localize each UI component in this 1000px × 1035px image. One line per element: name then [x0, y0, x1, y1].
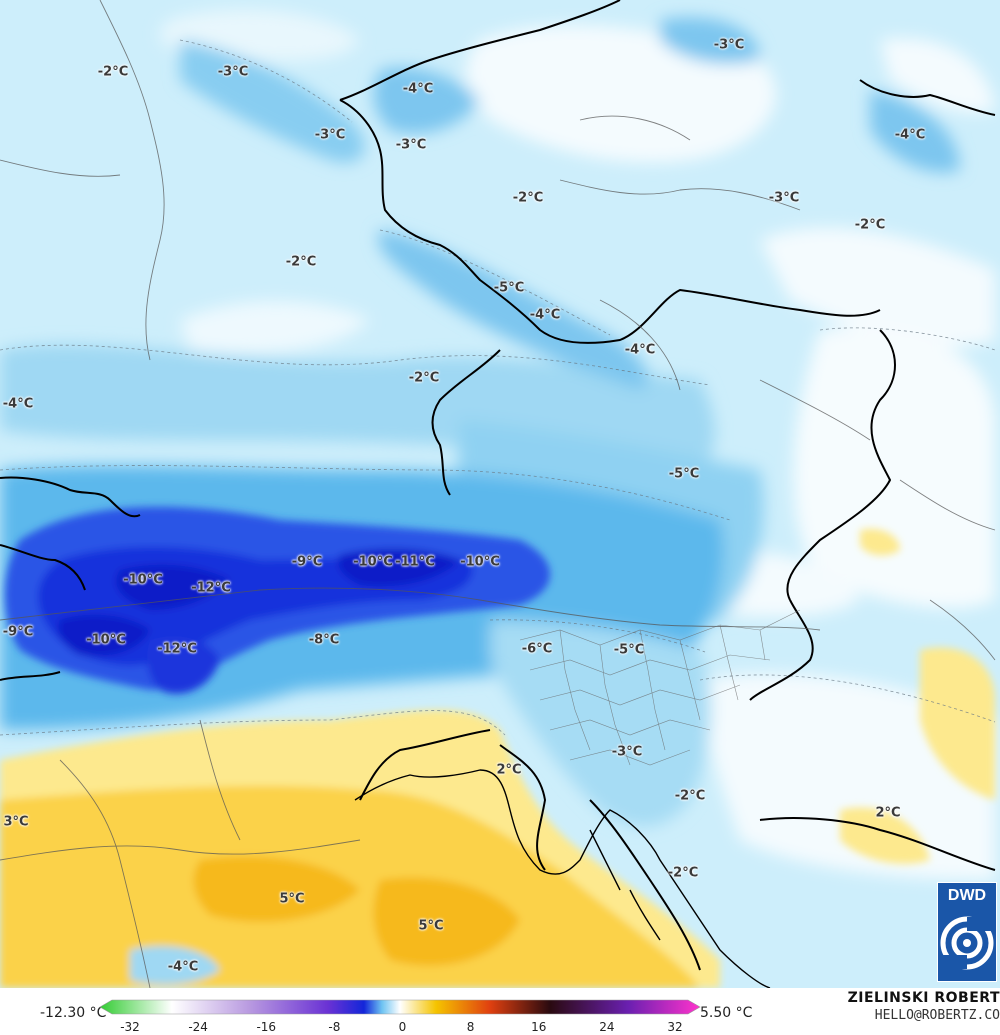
temperature-label: -4°C [402, 81, 434, 97]
colorbar-tick-label: -24 [188, 1020, 208, 1034]
temperature-label: -5°C [493, 280, 525, 296]
temperature-label: -12°C [191, 580, 231, 596]
author-name: ZIELINSKI ROBERT [847, 990, 1000, 1006]
temperature-label: -3°C [768, 190, 800, 206]
temperature-label: 2°C [496, 762, 522, 778]
temperature-label: -3°C [217, 64, 249, 80]
temperature-label: -4°C [2, 396, 34, 412]
temperature-label: -2°C [285, 254, 317, 270]
temperature-label: -2°C [97, 64, 129, 80]
colorbar-tick-label: 8 [466, 1020, 475, 1034]
dwd-logo: DWD [937, 882, 997, 982]
temperature-label: -4°C [529, 307, 561, 323]
temperature-label: -9°C [291, 554, 323, 570]
temperature-label: -3°C [713, 37, 745, 53]
temperature-label: -4°C [624, 342, 656, 358]
temperature-label: -2°C [674, 788, 706, 804]
colorbar-tick-label: 0 [398, 1020, 407, 1034]
temperature-label: -10°C [353, 554, 393, 570]
colorbar-tick-label: -8 [328, 1020, 341, 1034]
author-email: HELLO@ROBERTZ.CO [874, 1008, 1000, 1023]
temperature-label: -9°C [2, 624, 34, 640]
colorbar-tick-label: -16 [256, 1020, 277, 1034]
temperature-label: 2°C [875, 805, 901, 821]
temperature-label: -4°C [894, 127, 926, 143]
temperature-label: 5°C [418, 918, 444, 934]
temperature-label: -2°C [512, 190, 544, 206]
map-fill-layer [0, 0, 1000, 988]
colorbar-tick-label: -32 [120, 1020, 140, 1034]
temperature-label: -10°C [460, 554, 500, 570]
temperature-label: -5°C [613, 642, 645, 658]
temperature-label: -4°C [167, 959, 199, 975]
temperature-label: -3°C [395, 137, 427, 153]
temperature-label: 3°C [3, 814, 29, 830]
temperature-label: -10°C [123, 572, 163, 588]
dwd-swirl-icon [940, 916, 994, 970]
temperature-label: -3°C [314, 127, 346, 143]
temperature-map: -2°C -3°C -4°C -3°C -3°C -3°C -4°C -2°C -3°C -2°C… [0, 0, 1000, 988]
dwd-logo-text: DWD [947, 887, 987, 904]
temperature-label: -2°C [667, 865, 699, 881]
colorbar-tick-label: 16 [531, 1020, 547, 1034]
temperature-label: -3°C [611, 744, 643, 760]
temperature-label: -6°C [521, 641, 553, 657]
colorbar [99, 999, 701, 1015]
temperature-label: -5°C [668, 466, 700, 482]
temperature-label: -11°C [395, 554, 435, 570]
legend-min-label: -12.30 °C [40, 1005, 107, 1021]
temperature-label: -2°C [408, 370, 440, 386]
temperature-label: -10°C [86, 632, 126, 648]
temperature-label: -12°C [157, 641, 197, 657]
temperature-label: -2°C [854, 217, 886, 233]
temperature-label: -8°C [308, 632, 340, 648]
colorbar-tick-label: 24 [599, 1020, 615, 1034]
colorbar-tick-label: 32 [667, 1020, 683, 1034]
temperature-label: 5°C [279, 891, 305, 907]
legend-max-label: 5.50 °C [700, 1005, 753, 1021]
